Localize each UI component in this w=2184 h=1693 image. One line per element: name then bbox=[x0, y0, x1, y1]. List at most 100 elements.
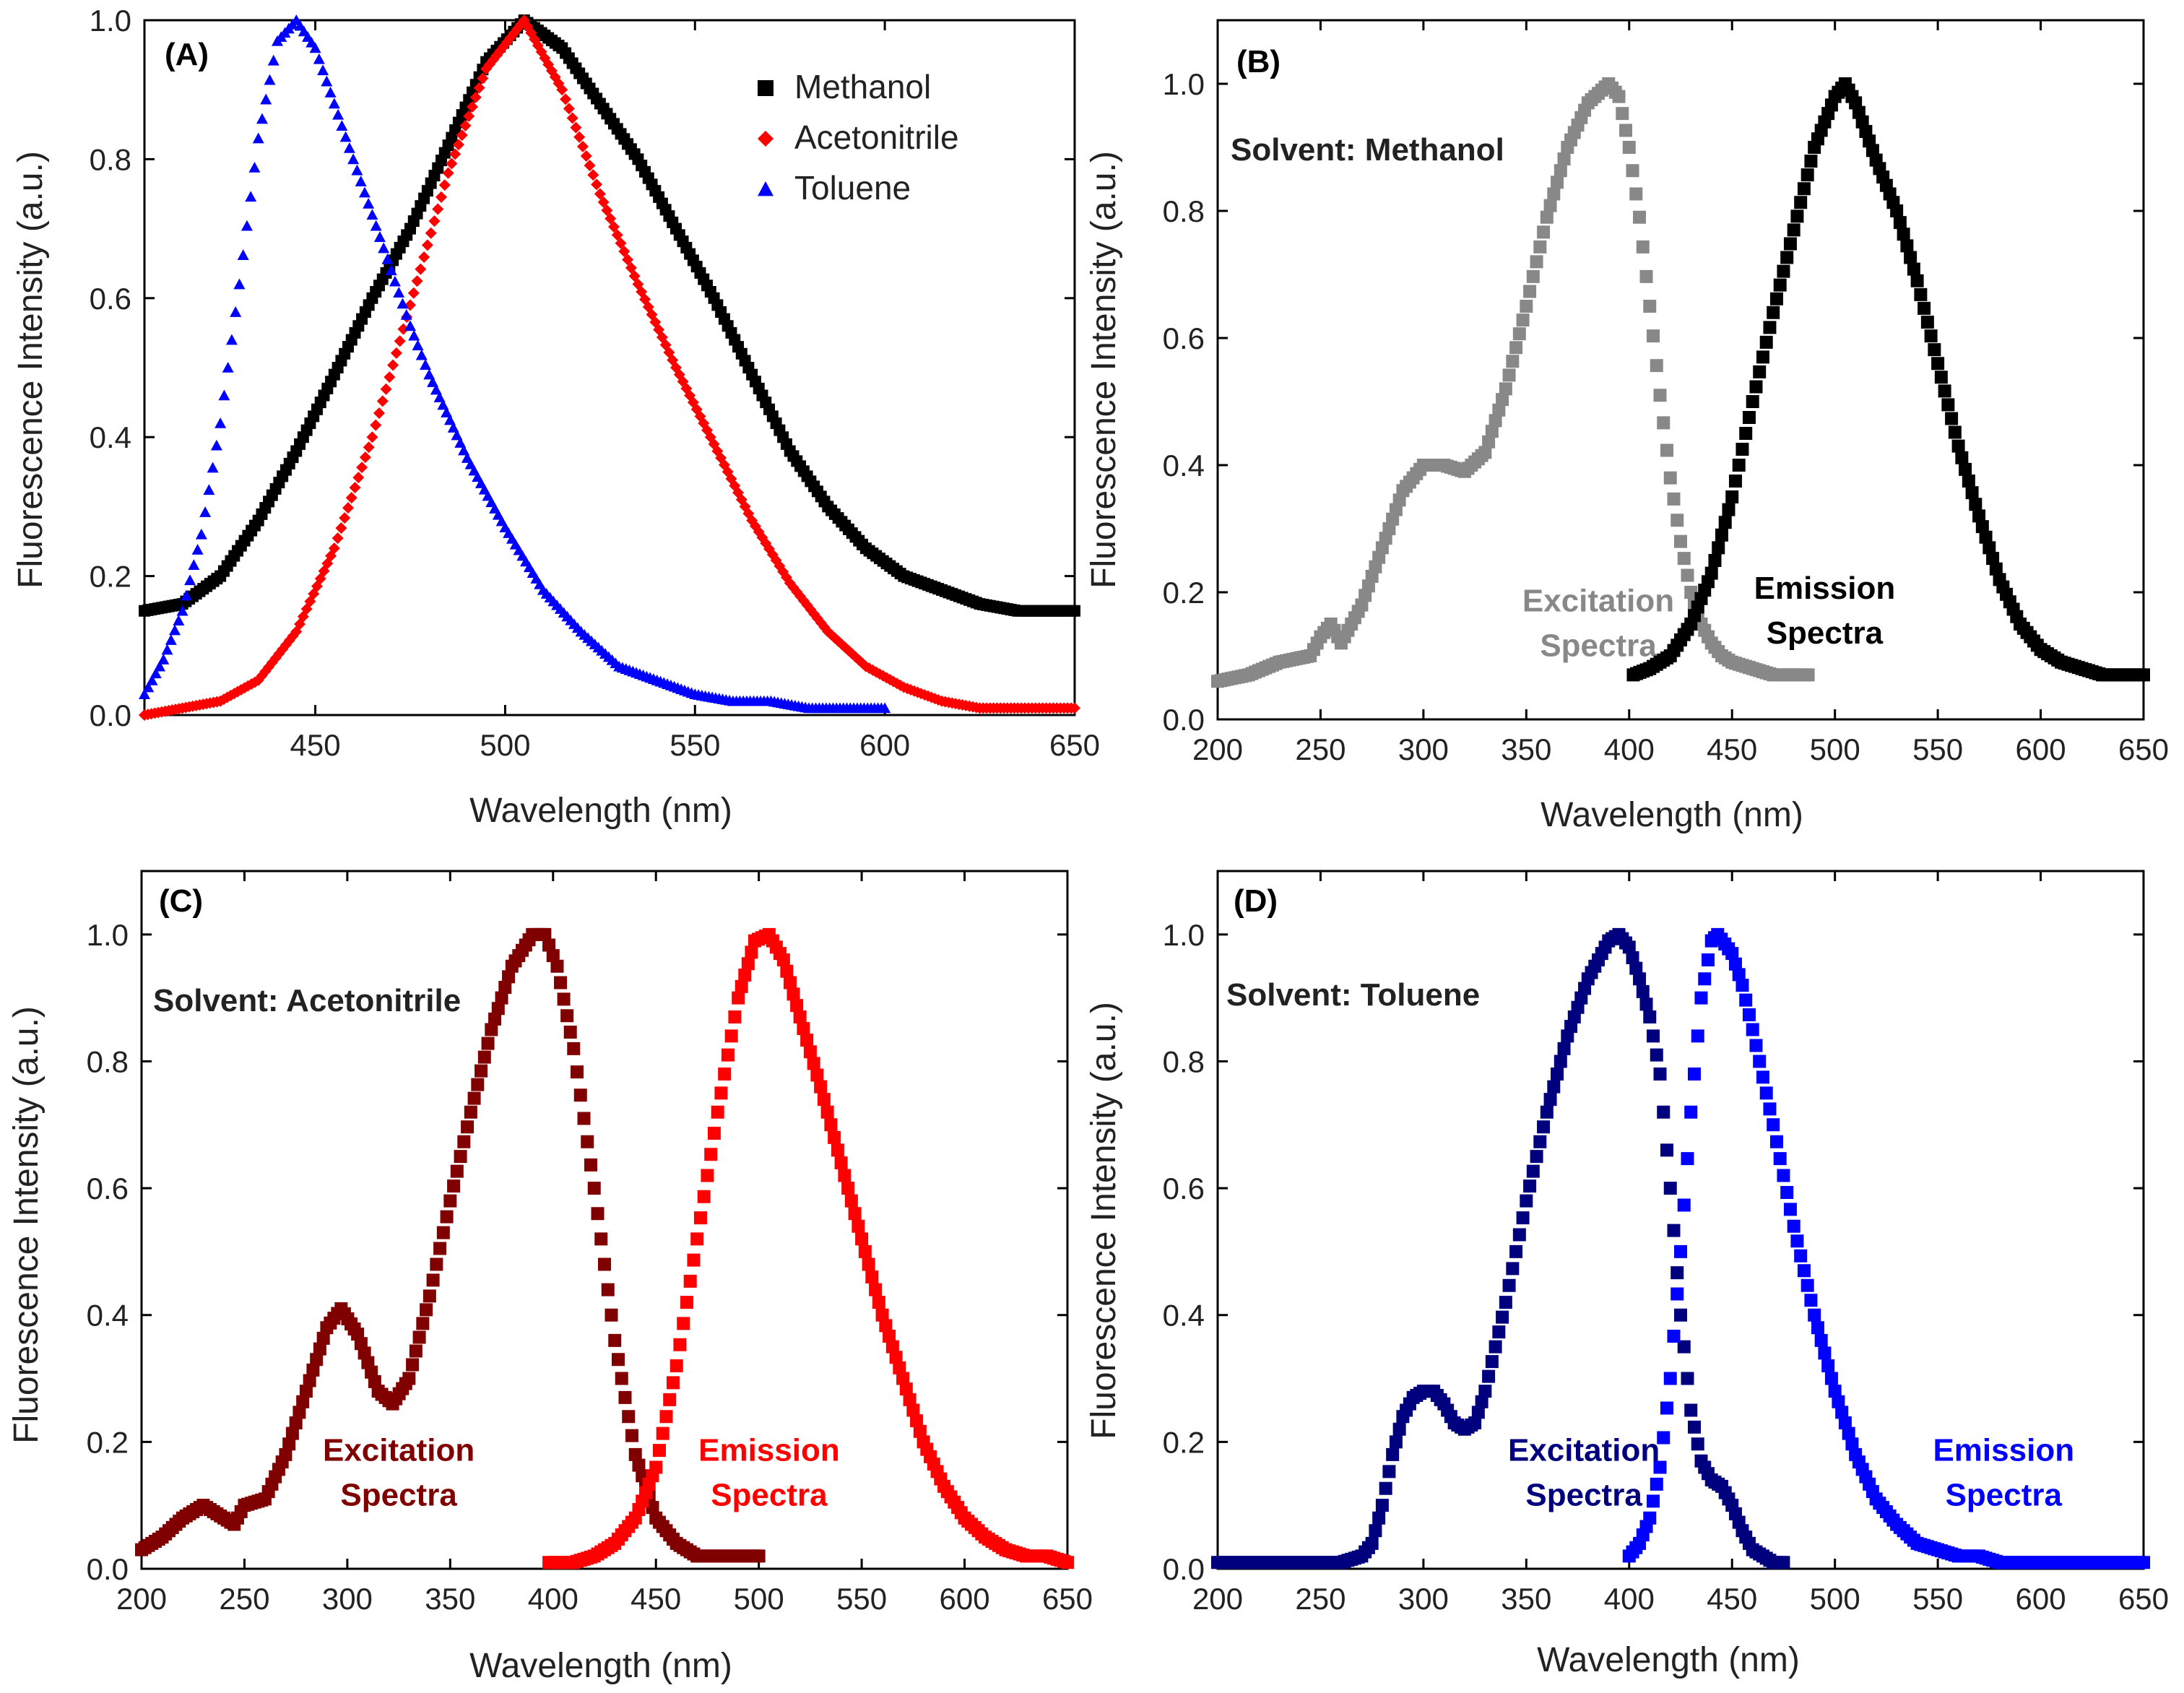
data-point bbox=[571, 1065, 584, 1079]
data-point bbox=[351, 164, 363, 176]
data-point bbox=[1389, 1435, 1403, 1449]
data-point bbox=[1773, 278, 1787, 292]
series-acetonitrile bbox=[139, 14, 1080, 721]
data-point bbox=[463, 110, 475, 122]
data-point bbox=[1653, 1068, 1667, 1081]
data-point bbox=[474, 1064, 488, 1078]
data-point bbox=[1523, 1179, 1537, 1193]
data-point bbox=[1643, 1511, 1657, 1525]
data-point bbox=[359, 451, 371, 464]
y-tick-label: 0.6 bbox=[90, 282, 131, 316]
data-point bbox=[607, 220, 620, 233]
data-point bbox=[1691, 1437, 1704, 1451]
data-point bbox=[581, 1135, 594, 1148]
data-point bbox=[1687, 1068, 1701, 1081]
data-point bbox=[173, 615, 185, 625]
x-tick-label: 300 bbox=[1398, 1582, 1449, 1616]
data-point bbox=[1955, 451, 1969, 464]
data-point bbox=[436, 191, 448, 203]
data-point bbox=[625, 1429, 638, 1442]
data-point bbox=[1753, 1055, 1767, 1068]
data-point bbox=[342, 502, 354, 514]
data-point bbox=[1657, 1105, 1670, 1119]
data-point bbox=[1530, 255, 1543, 269]
data-point bbox=[628, 270, 641, 282]
data-point bbox=[176, 605, 188, 616]
data-point bbox=[409, 1344, 422, 1358]
chart-panel-c: (C) Solvent: Acetonitrile Wavelength (nm… bbox=[7, 870, 1093, 1685]
data-point bbox=[783, 976, 797, 990]
data-point bbox=[421, 239, 433, 251]
data-point bbox=[1643, 1010, 1657, 1023]
data-point bbox=[1746, 395, 1759, 408]
data-point bbox=[601, 204, 613, 217]
data-point bbox=[1893, 216, 1907, 230]
data-point bbox=[611, 229, 623, 241]
y-tick-label: 0.2 bbox=[90, 560, 131, 594]
data-point bbox=[1945, 412, 1959, 425]
series-emission-spectra bbox=[1622, 927, 2150, 1569]
data-point bbox=[557, 992, 571, 1006]
y-tick-label: 0.4 bbox=[1163, 449, 1205, 482]
data-point bbox=[412, 1330, 426, 1344]
data-point bbox=[862, 1257, 875, 1271]
data-point bbox=[366, 209, 378, 220]
series-label: Excitation bbox=[1522, 583, 1674, 618]
data-point bbox=[1824, 1372, 1838, 1385]
data-point bbox=[1636, 984, 1650, 998]
data-point bbox=[441, 407, 453, 417]
data-point bbox=[1931, 357, 1945, 371]
data-point bbox=[1616, 107, 1629, 121]
x-tick-label: 600 bbox=[940, 1582, 990, 1616]
data-point bbox=[1677, 1198, 1691, 1212]
data-point bbox=[1492, 403, 1506, 417]
data-point bbox=[1674, 1308, 1687, 1322]
data-point bbox=[397, 323, 410, 335]
series-excitation-spectra bbox=[135, 927, 766, 1563]
x-tick-label: 650 bbox=[1042, 1582, 1093, 1616]
x-tick-label: 250 bbox=[1295, 732, 1346, 766]
data-point bbox=[656, 1426, 670, 1440]
data-point bbox=[139, 688, 150, 699]
data-point bbox=[347, 153, 360, 165]
data-point bbox=[432, 203, 444, 215]
data-point bbox=[451, 429, 463, 441]
data-point bbox=[461, 1120, 474, 1134]
data-point bbox=[488, 1012, 502, 1026]
data-point bbox=[332, 532, 344, 545]
data-point bbox=[339, 131, 352, 142]
solvent-annotation: Solvent: Toluene bbox=[1226, 977, 1480, 1013]
data-point bbox=[1660, 443, 1674, 457]
data-point bbox=[1537, 225, 1551, 239]
data-point bbox=[1660, 1143, 1674, 1157]
data-point bbox=[1674, 534, 1687, 548]
data-point bbox=[687, 1253, 701, 1267]
data-point bbox=[1547, 1080, 1561, 1094]
data-point bbox=[1804, 155, 1818, 168]
data-point bbox=[415, 349, 428, 360]
data-point bbox=[649, 1460, 663, 1474]
data-point bbox=[563, 1026, 577, 1039]
y-tick-label: 0.2 bbox=[1163, 576, 1205, 610]
series-label: Emission bbox=[1754, 571, 1896, 606]
data-point bbox=[1845, 1437, 1859, 1451]
data-point bbox=[1488, 414, 1502, 428]
data-point bbox=[776, 953, 790, 966]
data-point bbox=[567, 1042, 581, 1055]
data-point bbox=[1767, 1118, 1780, 1132]
data-point bbox=[1629, 961, 1643, 975]
data-point bbox=[1763, 1102, 1777, 1116]
x-axis-label: Wavelength (nm) bbox=[1540, 796, 1803, 834]
legend-entry: Acetonitrile bbox=[794, 118, 959, 156]
data-point bbox=[373, 231, 386, 242]
data-point bbox=[199, 506, 212, 517]
data-point bbox=[1704, 566, 1718, 580]
data-point bbox=[1763, 321, 1777, 334]
data-point bbox=[1533, 240, 1547, 254]
data-point bbox=[1924, 329, 1938, 343]
data-point bbox=[477, 72, 489, 85]
series-label: Spectra bbox=[1525, 1478, 1642, 1513]
data-point bbox=[879, 1319, 893, 1333]
data-point bbox=[1739, 427, 1753, 440]
data-point bbox=[587, 1182, 601, 1195]
